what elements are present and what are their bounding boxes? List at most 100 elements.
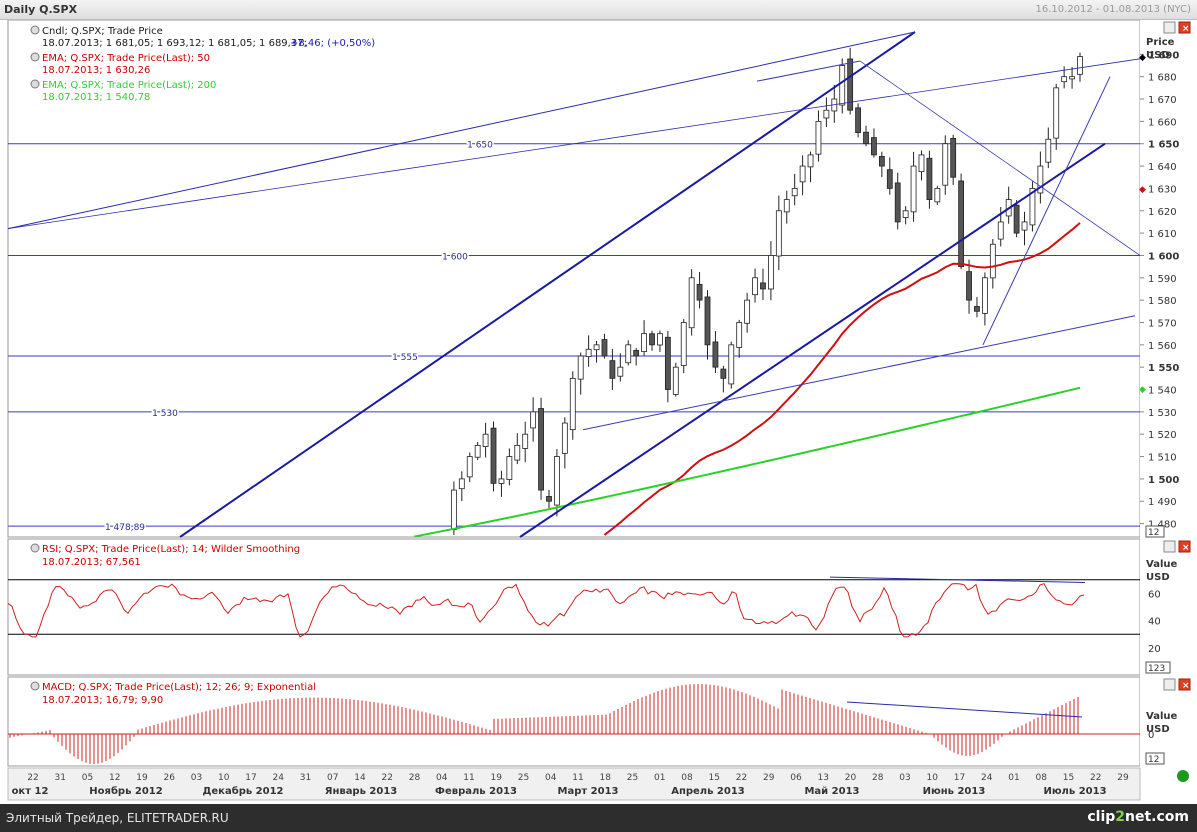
status-dot <box>1177 770 1189 782</box>
candle-body <box>688 277 695 329</box>
candle-body <box>926 157 933 200</box>
x-tick-label: 06 <box>790 773 802 783</box>
x-tick-label: 19 <box>136 773 148 783</box>
candle-body <box>894 182 901 223</box>
rsi-line <box>7 583 1085 638</box>
y-tick-label: 1 650 <box>1148 140 1179 151</box>
candle-body <box>672 366 679 395</box>
month-label: Январь 2013 <box>325 786 398 797</box>
month-label: Февраль 2013 <box>435 786 517 797</box>
x-axis-strip <box>7 767 1141 801</box>
candle-body <box>768 255 774 290</box>
candle-body <box>593 344 600 351</box>
y-tick-label: 1 640 <box>1148 162 1177 173</box>
y-tick-label: 1 510 <box>1148 453 1177 464</box>
rsi-axis-title: Value <box>1146 559 1177 570</box>
month-label: Апрель 2013 <box>671 786 745 797</box>
close-button <box>1178 21 1191 34</box>
candle-body <box>530 411 537 429</box>
last-price-marker: ◆ <box>1139 53 1146 63</box>
candle-body <box>450 489 457 531</box>
y-tick-label: 1 480 <box>1148 520 1177 531</box>
ema50-marker: ◆ <box>1139 185 1146 195</box>
candle-body <box>1077 56 1083 75</box>
candle-body <box>641 333 647 352</box>
candle-body <box>482 433 489 447</box>
candle-body <box>791 188 798 197</box>
candle-body <box>839 65 846 106</box>
legend-line1: EMA; Q.SPX; Trade Price(Last); 200 <box>42 80 216 91</box>
candle-body <box>458 478 465 490</box>
candle-body <box>712 341 719 368</box>
candle-body <box>720 368 727 379</box>
trend-line <box>756 60 861 82</box>
candle-body <box>554 456 560 506</box>
legend-line1: EMA; Q.SPX; Trade Price(Last); 50 <box>42 53 210 64</box>
x-tick-label: 26 <box>164 773 176 783</box>
trend-line <box>859 60 1141 256</box>
scale-box <box>1145 525 1165 538</box>
candle-body <box>680 322 687 366</box>
y-tick-label: 1 630 <box>1148 184 1177 195</box>
candle-body <box>823 109 830 119</box>
candle-body <box>704 296 711 346</box>
x-tick-label: 20 <box>845 773 857 783</box>
ema200-marker: ◆ <box>1139 385 1146 395</box>
candle-body <box>696 283 703 301</box>
month-label: Июнь 2013 <box>923 786 986 797</box>
chart-canvas[interactable]: 1 650 1 600 1 555 1 530 1 478,89 1 690 1 680 1 … <box>0 20 1197 804</box>
legend-line2: 18.07.2013; 1 540,78 <box>42 92 150 103</box>
x-tick-label: 01 <box>1008 773 1019 783</box>
x-tick-label: 22 <box>1090 773 1101 783</box>
rsi-trend-line <box>829 576 1086 584</box>
y-tick-label: 1 500 <box>1148 475 1179 486</box>
legend-change: +8,46; (+0,50%) <box>290 38 375 49</box>
candle-body <box>633 350 640 357</box>
candle-body <box>1021 221 1028 231</box>
trend-line <box>519 142 1106 538</box>
x-tick-label: 01 <box>654 773 665 783</box>
y-tick-label: 1 560 <box>1148 341 1177 352</box>
logo: clip2net.com <box>1087 809 1189 825</box>
x-tick-label: 04 <box>436 773 448 783</box>
x-tick-label: 19 <box>491 773 503 783</box>
candle-body <box>1029 188 1036 226</box>
x-tick-label: 05 <box>82 773 93 783</box>
candle-body <box>569 377 576 431</box>
support-label: 1 555 <box>392 353 418 363</box>
support-label: 1 478,89 <box>105 523 145 533</box>
footer-caption: Элитный Трейдер, ELITETRADER.RU <box>6 811 229 825</box>
scale-box <box>1145 661 1171 674</box>
x-tick-label: 12 <box>109 773 120 783</box>
scale-box-label: 12 <box>1148 528 1159 538</box>
candle-body <box>902 210 909 218</box>
candle-body <box>989 243 996 279</box>
x-tick-label: 11 <box>572 773 583 783</box>
candle-body <box>966 271 972 301</box>
candle-body <box>1045 138 1052 163</box>
candle-body <box>538 408 544 491</box>
ema50-line <box>603 222 1081 536</box>
y-tick-label: 1 490 <box>1148 497 1177 508</box>
x-tick-label: 04 <box>545 773 557 783</box>
date-range: 16.10.2012 - 01.08.2013 (NYC) <box>1035 4 1191 15</box>
rsi-tick-label: 20 <box>1148 644 1161 655</box>
candle-body <box>775 210 782 257</box>
candle-body <box>1037 165 1044 194</box>
clock-icon <box>30 52 40 62</box>
candle-body <box>625 344 632 364</box>
candle-body <box>760 282 766 290</box>
x-tick-label: 11 <box>463 773 474 783</box>
y-tick-label: 1 540 <box>1148 386 1177 397</box>
candle-body <box>585 348 592 357</box>
x-tick-label: 22 <box>382 773 393 783</box>
rsi-tick-label: 60 <box>1148 589 1161 600</box>
month-label: окт 12 <box>12 786 49 797</box>
y-tick-label: 1 680 <box>1148 73 1177 84</box>
trend-line <box>7 58 1141 230</box>
month-label: Май 2013 <box>804 786 859 797</box>
candle-body <box>974 306 980 312</box>
x-tick-label: 24 <box>273 773 285 783</box>
candle-body <box>910 165 917 213</box>
trend-line <box>582 315 1136 431</box>
